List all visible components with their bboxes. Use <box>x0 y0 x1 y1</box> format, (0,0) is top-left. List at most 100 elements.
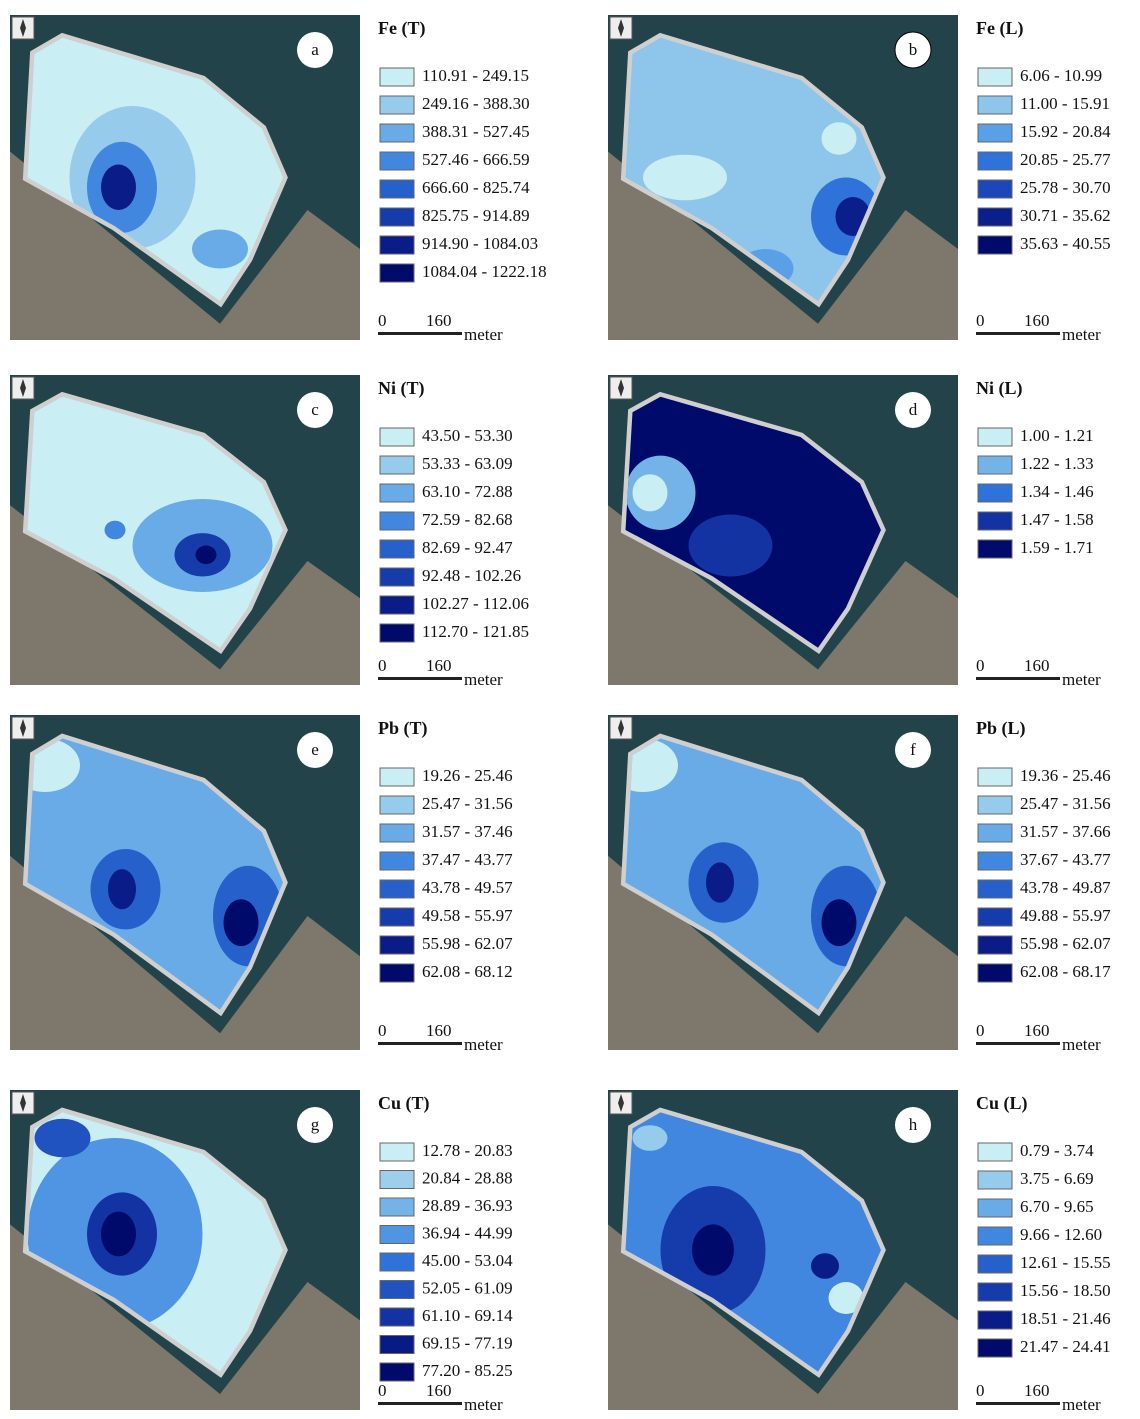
legend-label: 0.79 - 3.74 <box>1020 1141 1094 1160</box>
legend-label: 6.70 - 9.65 <box>1020 1197 1094 1216</box>
legend-swatch <box>380 1336 414 1354</box>
legend-label: 49.88 - 55.97 <box>1020 906 1111 925</box>
scale-start: 0 <box>378 311 387 330</box>
legend-label: 388.31 - 527.45 <box>422 122 530 141</box>
scale-start: 0 <box>378 1021 387 1040</box>
legend-label: 15.56 - 18.50 <box>1020 1281 1111 1300</box>
legend-swatch <box>380 1253 414 1271</box>
legend-swatch <box>978 908 1012 926</box>
legend-swatch <box>380 852 414 870</box>
legend-title: Ni (T) <box>378 378 425 399</box>
scale-start: 0 <box>976 1021 985 1040</box>
scale-start: 0 <box>378 656 387 675</box>
scale-end: 160 <box>1024 311 1050 330</box>
contour-zone <box>224 899 259 946</box>
legend-swatch <box>978 824 1012 842</box>
legend-title: Fe (L) <box>976 18 1023 39</box>
legend-swatch <box>978 768 1012 786</box>
legend-label: 31.57 - 37.66 <box>1020 822 1111 841</box>
scale-end: 160 <box>1024 1021 1050 1040</box>
legend-swatch <box>380 1143 414 1161</box>
legend-swatch <box>978 1199 1012 1217</box>
legend-label: 9.66 - 12.60 <box>1020 1225 1102 1244</box>
contour-zone <box>105 521 126 540</box>
legend-swatch <box>978 936 1012 954</box>
legend-swatch <box>978 68 1012 86</box>
legend-swatch <box>380 484 414 502</box>
legend-swatch <box>978 152 1012 170</box>
legend-swatch <box>380 96 414 114</box>
legend-swatch <box>978 96 1012 114</box>
scale-end: 160 <box>1024 656 1050 675</box>
legend-label: 45.00 - 53.04 <box>422 1251 513 1270</box>
legend-title: Ni (L) <box>976 378 1023 399</box>
legend-label: 19.36 - 25.46 <box>1020 766 1111 785</box>
legend-swatch <box>380 1171 414 1189</box>
legend-swatch <box>978 428 1012 446</box>
legend-label: 666.60 - 825.74 <box>422 178 530 197</box>
scale-unit: meter <box>464 670 503 689</box>
legend-swatch <box>380 512 414 530</box>
legend-label: 36.94 - 44.99 <box>422 1223 513 1242</box>
legend-label: 69.15 - 77.19 <box>422 1333 513 1352</box>
legend-swatch <box>978 1255 1012 1273</box>
contour-zone <box>35 1119 91 1157</box>
legend-label: 43.78 - 49.57 <box>422 878 513 897</box>
contour-zone <box>101 1212 136 1257</box>
legend-swatch <box>978 208 1012 226</box>
legend-swatch <box>380 936 414 954</box>
legend-swatch <box>978 540 1012 558</box>
legend-label: 18.51 - 21.46 <box>1020 1309 1111 1328</box>
legend-label: 1084.04 - 1222.18 <box>422 262 547 281</box>
legend-title: Cu (T) <box>378 1093 430 1114</box>
legend-swatch <box>380 68 414 86</box>
scale-end: 160 <box>426 656 452 675</box>
legend-label: 19.26 - 25.46 <box>422 766 513 785</box>
panel: gCu (T)12.78 - 20.8320.84 - 28.8828.89 -… <box>10 1090 513 1414</box>
scale-unit: meter <box>464 325 503 344</box>
legend-swatch <box>978 1143 1012 1161</box>
legend-swatch <box>380 796 414 814</box>
legend-swatch <box>380 208 414 226</box>
scale-unit: meter <box>464 1395 503 1414</box>
legend-swatch <box>978 880 1012 898</box>
legend-label: 37.47 - 43.77 <box>422 850 513 869</box>
legend-swatch <box>978 1171 1012 1189</box>
legend-label: 62.08 - 68.17 <box>1020 962 1111 981</box>
legend-label: 63.10 - 72.88 <box>422 482 513 501</box>
contour-zone <box>692 1224 734 1275</box>
contour-zone <box>196 546 217 565</box>
scale-start: 0 <box>378 1381 387 1400</box>
legend-label: 110.91 - 249.15 <box>422 66 529 85</box>
contour-zone <box>633 1125 668 1151</box>
contour-zone <box>706 862 734 902</box>
legend-label: 25.78 - 30.70 <box>1020 178 1111 197</box>
scale-end: 160 <box>426 1381 452 1400</box>
scale-end: 160 <box>426 311 452 330</box>
legend-swatch <box>380 596 414 614</box>
legend-title: Pb (L) <box>976 718 1026 739</box>
legend-label: 61.10 - 69.14 <box>422 1306 513 1325</box>
legend-label: 102.27 - 112.06 <box>422 594 529 613</box>
legend-title: Cu (L) <box>976 1093 1028 1114</box>
panel-label: a <box>311 40 319 59</box>
legend-swatch <box>380 236 414 254</box>
scale-unit: meter <box>464 1035 503 1054</box>
legend-label: 6.06 - 10.99 <box>1020 66 1102 85</box>
legend-swatch <box>380 964 414 982</box>
contour-zone <box>811 1253 839 1279</box>
panel: hCu (L)0.79 - 3.743.75 - 6.696.70 - 9.65… <box>608 1090 1111 1414</box>
scale-unit: meter <box>1062 670 1101 689</box>
scale-end: 160 <box>1024 1381 1050 1400</box>
legend-swatch <box>978 456 1012 474</box>
legend-label: 77.20 - 85.25 <box>422 1361 513 1380</box>
legend-label: 31.57 - 37.46 <box>422 822 513 841</box>
legend-swatch <box>380 568 414 586</box>
legend-swatch <box>380 124 414 142</box>
legend-label: 12.61 - 15.55 <box>1020 1253 1111 1272</box>
scale-start: 0 <box>976 1381 985 1400</box>
contour-zone <box>689 515 773 577</box>
legend-swatch <box>978 180 1012 198</box>
legend-swatch <box>978 1339 1012 1357</box>
